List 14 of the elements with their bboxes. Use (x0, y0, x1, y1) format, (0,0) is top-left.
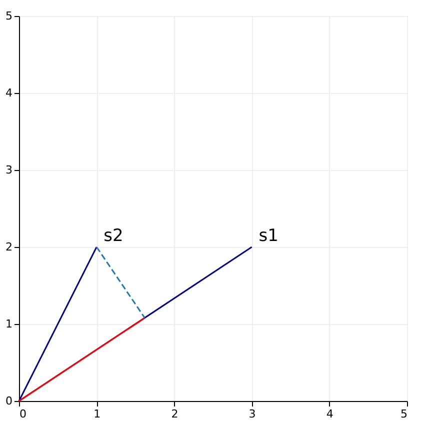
x-tick-label: 3 (248, 408, 256, 420)
y-tick-label: 2 (6, 240, 12, 254)
y-tick-label: 5 (6, 10, 12, 22)
x-tick-label: 2 (171, 408, 178, 420)
x-tick-label: 1 (94, 408, 101, 420)
y-tick-label: 3 (6, 164, 12, 176)
y-tick-label: 4 (6, 86, 12, 100)
x-tick-label: 0 (20, 408, 26, 420)
x-tick-label: 4 (326, 408, 334, 420)
series-label: s1 (258, 226, 278, 246)
x-tick-label: 5 (400, 408, 408, 420)
y-tick-label: 1 (6, 318, 12, 330)
series-label: s2 (104, 226, 124, 246)
y-tick-label: 0 (6, 394, 12, 408)
